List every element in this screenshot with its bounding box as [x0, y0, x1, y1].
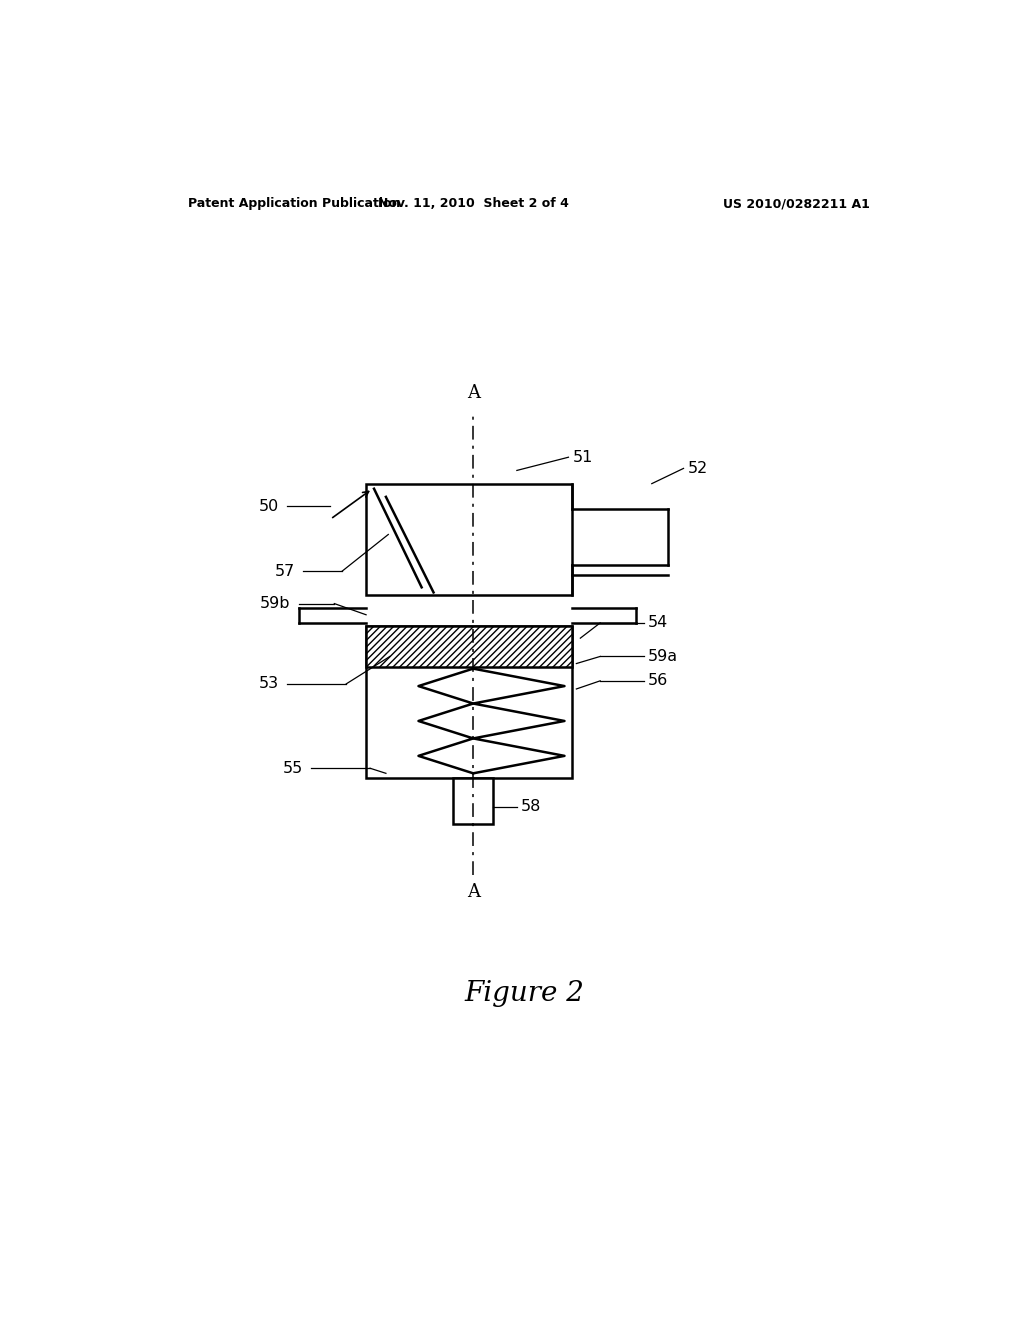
- Text: 51: 51: [572, 450, 593, 465]
- Text: A: A: [467, 883, 479, 902]
- Text: 56: 56: [648, 673, 668, 688]
- Text: Figure 2: Figure 2: [465, 981, 585, 1007]
- Text: Patent Application Publication: Patent Application Publication: [187, 197, 400, 210]
- Text: 52: 52: [687, 461, 708, 477]
- Text: 58: 58: [521, 800, 542, 814]
- Text: Nov. 11, 2010  Sheet 2 of 4: Nov. 11, 2010 Sheet 2 of 4: [378, 197, 568, 210]
- Text: 59a: 59a: [648, 649, 678, 664]
- Bar: [367, 483, 572, 595]
- Text: 53: 53: [259, 676, 279, 692]
- Text: 59b: 59b: [260, 597, 291, 611]
- Text: 50: 50: [258, 499, 279, 513]
- Text: 57: 57: [274, 564, 295, 578]
- Bar: [367, 626, 572, 667]
- Bar: [454, 779, 494, 824]
- Text: 54: 54: [648, 615, 668, 631]
- Text: 55: 55: [283, 760, 303, 776]
- Text: US 2010/0282211 A1: US 2010/0282211 A1: [723, 197, 870, 210]
- Text: A: A: [467, 384, 479, 403]
- Bar: [367, 626, 572, 779]
